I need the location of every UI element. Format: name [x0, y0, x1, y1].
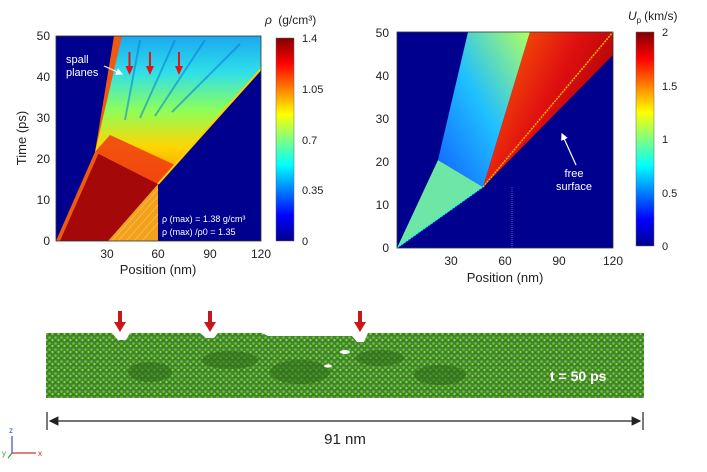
velocity-y-tick: 50 — [376, 26, 390, 40]
velocity-x-ticks: 30 60 90 120 — [444, 254, 623, 268]
density-y-tick: 50 — [37, 29, 51, 43]
density-panel: 0 10 20 30 40 50 30 60 90 120 Position (… — [14, 13, 323, 277]
density-colorbar — [275, 37, 295, 242]
density-y-tick: 30 — [37, 111, 51, 125]
density-x-tick: 90 — [203, 247, 217, 261]
density-x-ticks: 30 60 90 120 — [100, 247, 271, 261]
rho-ratio-annotation: ρ (max) /ρ0 = 1.35 — [162, 227, 236, 237]
velocity-colorbar — [635, 31, 655, 247]
velocity-colorbar-tick: 2 — [662, 27, 668, 39]
triad-x-label: x — [38, 449, 42, 458]
scale-bar-label: 91 nm — [324, 431, 366, 448]
density-x-tick: 60 — [151, 247, 165, 261]
density-left-wave — [56, 36, 122, 241]
velocity-y-tick: 0 — [382, 241, 389, 255]
velocity-colorbar-ticks: 2 1.5 1 0.5 0 — [662, 27, 677, 253]
density-colorbar-tick: 0 — [302, 236, 308, 248]
velocity-compressed-region — [397, 160, 483, 248]
density-colorbar-label: ρ (g/cm³) — [264, 13, 316, 27]
spall-arrow — [145, 52, 154, 75]
velocity-axes-frame — [396, 31, 614, 249]
spall-location-arrows — [114, 311, 366, 332]
density-y-tick: 40 — [37, 70, 51, 84]
density-colorbar-tick: 0.7 — [302, 135, 317, 147]
velocity-release-wedge — [438, 32, 530, 187]
velocity-x-tick: 90 — [552, 254, 566, 268]
velocity-x-axis-label: Position (nm) — [467, 270, 544, 285]
velocity-lower-edge — [396, 186, 484, 249]
density-axes-frame — [55, 35, 262, 242]
velocity-left-region — [397, 32, 468, 248]
sample-texture — [128, 350, 466, 385]
free-surface-label-line2: surface — [556, 181, 592, 193]
spall-label-line1: spall — [66, 54, 89, 66]
sample-slab — [46, 333, 644, 398]
density-spall-band — [95, 135, 175, 184]
free-surface-pointer — [561, 132, 577, 166]
density-colorbar-tick: 0.35 — [302, 185, 323, 197]
velocity-x-tick: 120 — [603, 254, 623, 268]
density-y-tick: 10 — [37, 193, 51, 207]
velocity-y-tick: 20 — [376, 155, 390, 169]
density-unloaded-region — [108, 184, 158, 241]
velocity-x-tick: 30 — [444, 254, 458, 268]
density-x-axis-label: Position (nm) — [120, 262, 197, 277]
free-surface-label-line1: free — [565, 168, 584, 180]
axis-triad: z x y — [2, 426, 42, 459]
sample-voids — [324, 350, 350, 368]
snapshot-time-label: t = 50 ps — [550, 368, 607, 384]
density-colorbar-tick: 1.05 — [302, 84, 323, 96]
snapshot-spall-arrow — [114, 311, 126, 332]
rho-max-annotation: ρ (max) = 1.38 g/cm³ — [162, 214, 245, 224]
triad-z-label: z — [9, 426, 13, 435]
density-x-tick: 30 — [100, 247, 114, 261]
velocity-colorbar-tick: 0 — [662, 241, 668, 253]
density-x-tick: 120 — [251, 247, 271, 261]
velocity-panel: 0 10 20 30 40 50 30 60 90 120 Position (… — [376, 9, 678, 285]
density-y-tick: 20 — [37, 152, 51, 166]
density-release-fan — [95, 36, 261, 184]
density-y-ticks: 0 10 20 30 40 50 — [37, 29, 51, 248]
velocity-y-ticks: 0 10 20 30 40 50 — [376, 26, 390, 255]
velocity-free-surface-edge — [482, 31, 614, 188]
density-y-tick: 0 — [43, 234, 50, 248]
snapshot-spall-arrow — [204, 311, 216, 332]
velocity-y-tick: 40 — [376, 69, 390, 83]
spall-label-line2: planes — [66, 67, 99, 79]
density-fan-streaks — [124, 39, 241, 121]
density-free-surface-edge — [157, 68, 262, 185]
density-compressed-region — [56, 152, 158, 241]
density-colorbar-ticks: 1.4 1.05 0.7 0.35 0 — [302, 33, 323, 248]
velocity-colorbar-tick: 0.5 — [662, 188, 677, 200]
triad-y-axis — [7, 452, 13, 459]
velocity-y-tick: 10 — [376, 198, 390, 212]
density-colorbar-tick: 1.4 — [302, 33, 317, 45]
spall-arrow — [125, 52, 134, 75]
velocity-y-tick: 30 — [376, 112, 390, 126]
velocity-colorbar-tick: 1.5 — [662, 81, 677, 93]
density-y-axis-label: Time (ps) — [14, 111, 29, 165]
triad-y-label: y — [2, 449, 6, 458]
density-unloaded-stripes — [111, 188, 159, 242]
spall-arrow — [175, 52, 183, 75]
spall-pointer — [103, 65, 124, 75]
velocity-colorbar-tick: 1 — [662, 134, 668, 146]
atomistic-snapshot: t = 50 ps 91 nm z x y — [2, 311, 644, 459]
snapshot-spall-arrow — [354, 311, 366, 332]
spall-arrows — [125, 52, 183, 75]
velocity-x-tick: 60 — [498, 254, 512, 268]
velocity-colorbar-label: Up (km/s) — [628, 9, 677, 25]
